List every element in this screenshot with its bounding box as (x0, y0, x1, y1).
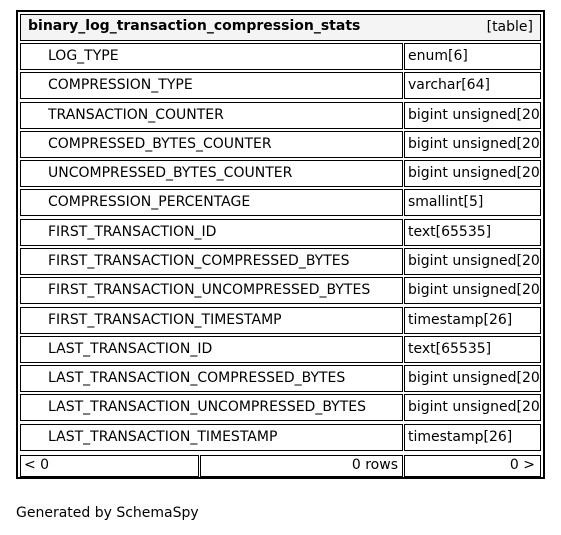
column-row: LAST_TRANSACTION_COMPRESSED_BYTES bigint… (20, 365, 541, 392)
row-count: 0 rows (200, 455, 403, 477)
column-name: LAST_TRANSACTION_TIMESTAMP (20, 424, 403, 451)
generated-by-text: Generated by SchemaSpy (16, 505, 199, 521)
parents-count: < 0 (20, 455, 199, 477)
column-type: bigint unsigned[20] (404, 102, 541, 129)
column-name: LAST_TRANSACTION_ID (20, 336, 403, 363)
column-row: COMPRESSION_PERCENTAGE smallint[5] (20, 189, 541, 216)
column-type: varchar[64] (404, 72, 541, 99)
column-type: bigint unsigned[20] (404, 394, 541, 421)
column-row: FIRST_TRANSACTION_TIMESTAMP timestamp[26… (20, 307, 541, 334)
column-name: LOG_TYPE (20, 43, 403, 70)
table-header: binary_log_transaction_compression_stats… (20, 14, 541, 41)
column-row: LAST_TRANSACTION_ID text[65535] (20, 336, 541, 363)
column-type: timestamp[26] (404, 424, 541, 451)
column-type: bigint unsigned[20] (404, 365, 541, 392)
column-name: COMPRESSION_TYPE (20, 72, 403, 99)
column-type: bigint unsigned[20] (404, 248, 541, 275)
column-name: COMPRESSION_PERCENTAGE (20, 189, 403, 216)
table-kind-label: [table] (486, 19, 533, 35)
column-name: FIRST_TRANSACTION_COMPRESSED_BYTES (20, 248, 403, 275)
column-name: UNCOMPRESSED_BYTES_COUNTER (20, 160, 403, 187)
column-type: smallint[5] (404, 189, 541, 216)
column-name: TRANSACTION_COUNTER (20, 102, 403, 129)
column-name: LAST_TRANSACTION_COMPRESSED_BYTES (20, 365, 403, 392)
column-type: text[65535] (404, 219, 541, 246)
column-row: UNCOMPRESSED_BYTES_COUNTER bigint unsign… (20, 160, 541, 187)
column-type: enum[6] (404, 43, 541, 70)
column-row: COMPRESSED_BYTES_COUNTER bigint unsigned… (20, 131, 541, 158)
column-name: LAST_TRANSACTION_UNCOMPRESSED_BYTES (20, 394, 403, 421)
column-row: TRANSACTION_COUNTER bigint unsigned[20] (20, 102, 541, 129)
schema-table: binary_log_transaction_compression_stats… (16, 10, 545, 479)
column-type: text[65535] (404, 336, 541, 363)
column-row: COMPRESSION_TYPE varchar[64] (20, 72, 541, 99)
table-name[interactable]: binary_log_transaction_compression_stats (28, 18, 361, 34)
column-row: FIRST_TRANSACTION_COMPRESSED_BYTES bigin… (20, 248, 541, 275)
column-type: timestamp[26] (404, 307, 541, 334)
column-row: LOG_TYPE enum[6] (20, 43, 541, 70)
column-row: FIRST_TRANSACTION_UNCOMPRESSED_BYTES big… (20, 277, 541, 304)
children-count: 0 > (404, 455, 541, 477)
column-row: FIRST_TRANSACTION_ID text[65535] (20, 219, 541, 246)
column-type: bigint unsigned[20] (404, 160, 541, 187)
column-row: LAST_TRANSACTION_UNCOMPRESSED_BYTES bigi… (20, 394, 541, 421)
column-type: bigint unsigned[20] (404, 277, 541, 304)
column-name: FIRST_TRANSACTION_UNCOMPRESSED_BYTES (20, 277, 403, 304)
column-name: COMPRESSED_BYTES_COUNTER (20, 131, 403, 158)
column-name: FIRST_TRANSACTION_ID (20, 219, 403, 246)
column-name: FIRST_TRANSACTION_TIMESTAMP (20, 307, 403, 334)
column-row: LAST_TRANSACTION_TIMESTAMP timestamp[26] (20, 424, 541, 451)
table-footer: < 0 0 rows 0 > (20, 455, 541, 477)
column-type: bigint unsigned[20] (404, 131, 541, 158)
